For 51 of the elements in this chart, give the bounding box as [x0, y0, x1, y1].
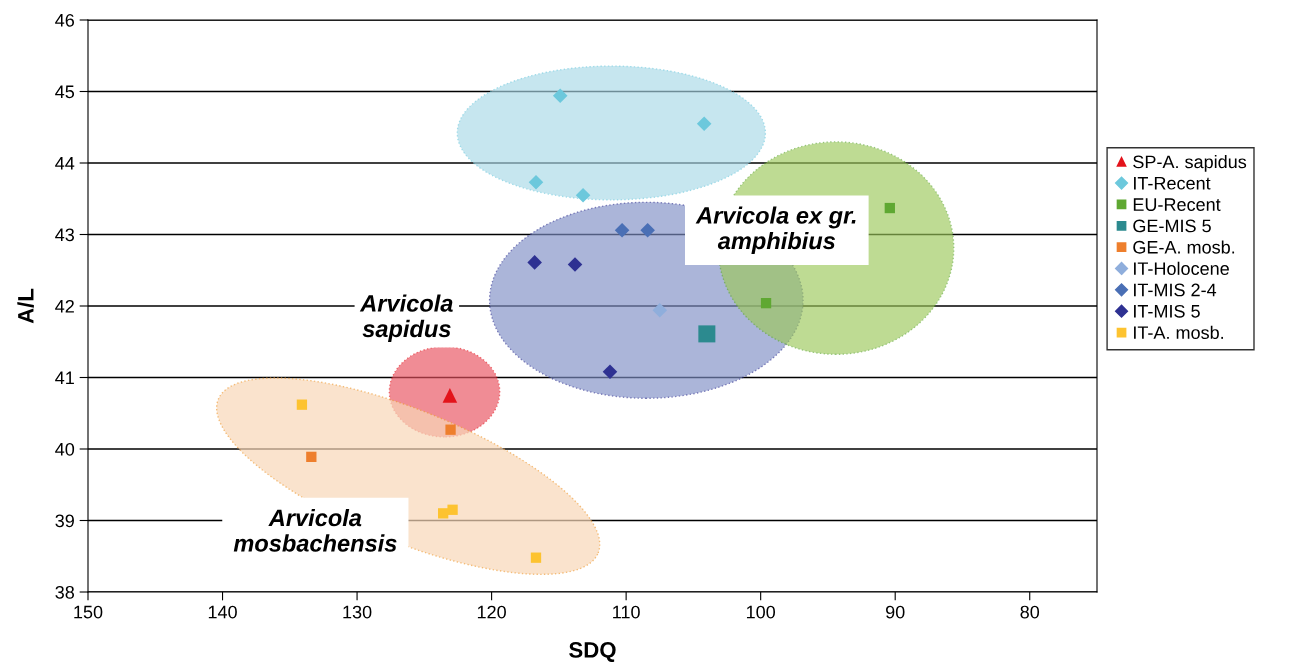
point: [567, 257, 583, 272]
legend-label: GE-MIS 5: [1133, 219, 1211, 233]
x-tick-label: 120: [477, 605, 506, 619]
y-tick-label: 46: [55, 13, 75, 27]
x-tick-label: 80: [1020, 605, 1040, 619]
y-tick-label: 43: [55, 228, 75, 242]
x-tick-label: 90: [886, 605, 905, 619]
point: [575, 187, 591, 203]
x-tick-label: 130: [343, 605, 372, 619]
annotation: Arvicola sapidus: [359, 294, 453, 342]
point: [527, 255, 542, 270]
point: [445, 424, 456, 435]
point: [614, 222, 630, 238]
legend-label: IT-MIS 5: [1134, 304, 1200, 318]
legend-label: IT-A. mosb.: [1134, 325, 1224, 340]
point: [552, 88, 568, 104]
point: [696, 116, 712, 131]
legend-label: SP-A. sapidus: [1133, 155, 1247, 172]
point: [602, 364, 618, 380]
x-tick-label: 150: [74, 605, 103, 619]
point: [652, 303, 668, 318]
point: [442, 388, 458, 403]
point: [760, 297, 772, 309]
legend-label: IT-Recent: [1134, 177, 1211, 190]
y-tick-label: 44: [55, 157, 75, 170]
legend-label: IT-Holocene: [1134, 261, 1229, 275]
y-tick-label: 39: [55, 514, 74, 528]
annotation: Arvicola ex gr. amphibius: [695, 206, 856, 254]
point: [640, 222, 655, 238]
point: [698, 325, 716, 343]
point: [528, 175, 544, 190]
y-tick-label: 38: [55, 585, 75, 599]
y-tick-label: 42: [55, 299, 74, 313]
y-tick-label: 41: [55, 371, 74, 385]
point: [530, 552, 542, 563]
legend-label: GE-A. mosb.: [1133, 240, 1235, 254]
point: [306, 451, 317, 463]
point: [438, 508, 449, 519]
point: [884, 202, 895, 214]
legend-label: EU-Recent: [1133, 198, 1221, 211]
x-axis-title: SDQ: [569, 642, 616, 662]
y-tick-label: 45: [55, 85, 75, 99]
annotation: Arvicola mosbachensis: [233, 508, 397, 552]
point: [447, 504, 458, 515]
y-axis-title: A/L: [17, 288, 34, 324]
y-tick-label: 40: [55, 442, 75, 456]
x-tick-label: 100: [746, 605, 776, 619]
point: [296, 399, 308, 410]
legend-label: IT-MIS 2-4: [1134, 283, 1217, 297]
x-tick-label: 110: [613, 605, 640, 619]
x-tick-label: 140: [208, 605, 237, 619]
